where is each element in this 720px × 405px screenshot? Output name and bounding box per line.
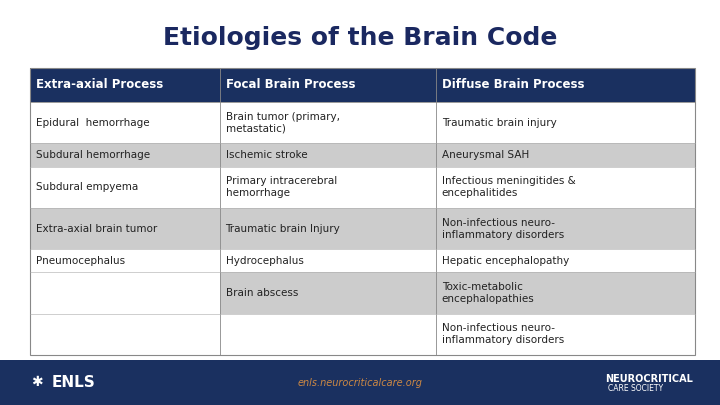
Text: Aneurysmal SAH: Aneurysmal SAH [441,150,529,160]
Text: ✱: ✱ [31,375,42,390]
Text: Non-infectious neuro-
inflammatory disorders: Non-infectious neuro- inflammatory disor… [441,217,564,239]
Text: Infectious meningitides &
encephalitides: Infectious meningitides & encephalitides [441,176,575,198]
Text: Etiologies of the Brain Code: Etiologies of the Brain Code [163,26,557,50]
Text: Brain abscess: Brain abscess [225,288,298,298]
Bar [30,68,695,102]
Text: Extra-axial Process: Extra-axial Process [36,79,163,92]
Text: Traumatic brain injury: Traumatic brain injury [441,117,557,128]
Bar [30,314,695,355]
Text: Diffuse Brain Process: Diffuse Brain Process [441,79,584,92]
Bar [0,360,720,405]
Text: Pneumocephalus: Pneumocephalus [36,256,125,266]
Text: Toxic-metabolic
encephalopathies: Toxic-metabolic encephalopathies [441,282,534,304]
Bar [30,166,695,208]
Text: ENLS: ENLS [52,375,96,390]
Text: Hepatic encephalopathy: Hepatic encephalopathy [441,256,569,266]
Text: CARE SOCIETY: CARE SOCIETY [608,384,663,393]
Bar [30,143,695,166]
Text: NEUROCRITICAL: NEUROCRITICAL [605,373,693,384]
Text: Focal Brain Process: Focal Brain Process [225,79,355,92]
Text: enls.neurocriticalcare.org: enls.neurocriticalcare.org [297,377,423,388]
Text: Subdural hemorrhage: Subdural hemorrhage [36,150,150,160]
Text: Traumatic brain Injury: Traumatic brain Injury [225,224,341,234]
Text: Hydrocephalus: Hydrocephalus [225,256,303,266]
Text: Epidural  hemorrhage: Epidural hemorrhage [36,117,150,128]
Bar [30,102,695,143]
Text: Primary intracerebral
hemorrhage: Primary intracerebral hemorrhage [225,176,337,198]
Text: Non-infectious neuro-
inflammatory disorders: Non-infectious neuro- inflammatory disor… [441,323,564,345]
Text: Brain tumor (primary,
metastatic): Brain tumor (primary, metastatic) [225,112,340,134]
Text: Ischemic stroke: Ischemic stroke [225,150,307,160]
Bar [30,68,695,355]
Bar [220,273,695,314]
Bar [30,273,220,314]
Text: Subdural empyema: Subdural empyema [36,182,138,192]
Text: Extra-axial brain tumor: Extra-axial brain tumor [36,224,157,234]
Bar [30,208,695,249]
Bar [30,249,695,273]
